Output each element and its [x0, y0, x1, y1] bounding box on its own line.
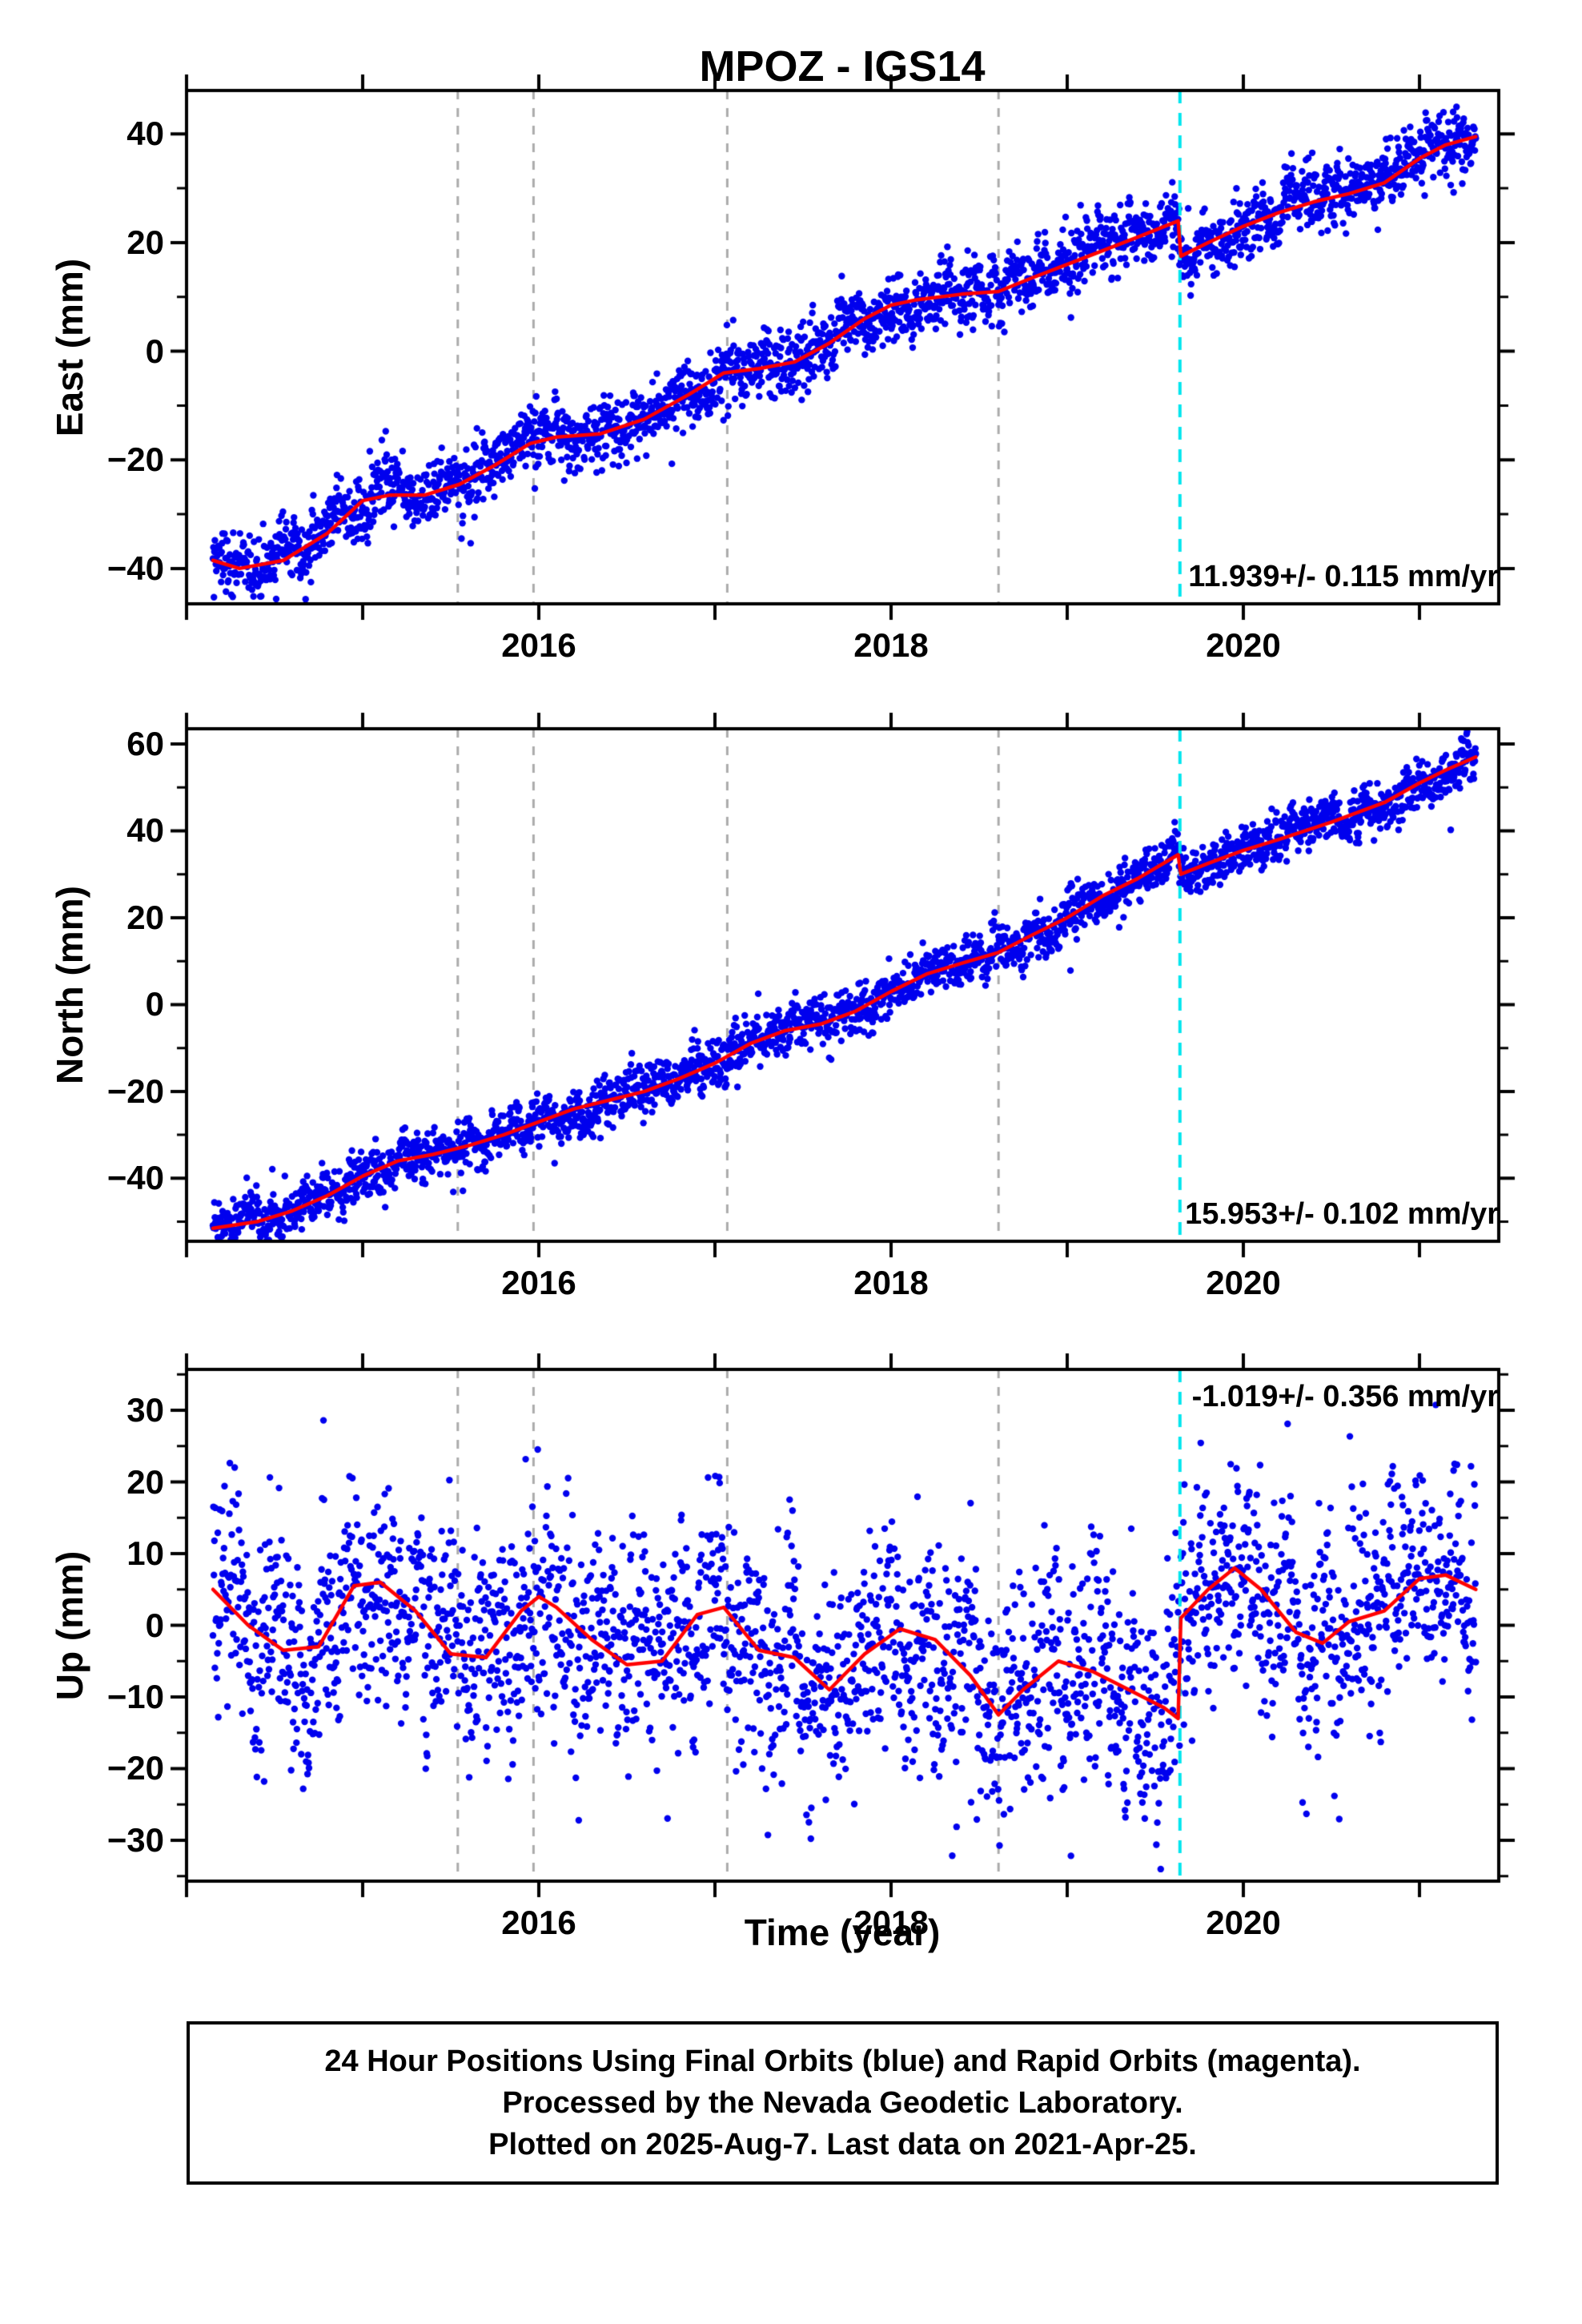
footer-box: 24 Hour Positions Using Final Orbits (bl…	[187, 2021, 1499, 2185]
ytick-up-20: 20	[126, 1463, 164, 1501]
time-axis-label: Time (year)	[744, 1912, 941, 1953]
ytick-up-10: 10	[126, 1534, 164, 1572]
chart-title: MPOZ - IGS14	[699, 42, 986, 90]
east-rate-annotation: 11.939+/- 0.115 mm/yr	[1188, 560, 1499, 593]
ytick-north-60: 60	[126, 725, 164, 762]
ytick-up-0: 0	[145, 1606, 164, 1644]
ytick-east-40: 40	[126, 115, 164, 152]
footer-line-plotted: Plotted on 2025-Aug-7. Last data on 2021…	[488, 2128, 1197, 2161]
ytick-east--40: −40	[106, 549, 164, 587]
ytick-up--20: −20	[106, 1749, 164, 1787]
north-rate-annotation: 15.953+/- 0.102 mm/yr	[1185, 1197, 1499, 1231]
ytick-north--40: −40	[106, 1159, 164, 1196]
xtick-up-2020: 2020	[1206, 1904, 1281, 1941]
up-rate-annotation: -1.019+/- 0.356 mm/yr	[1191, 1380, 1499, 1413]
xtick-up-2016: 2016	[501, 1904, 576, 1941]
footer-line-processed: Processed by the Nevada Geodetic Laborat…	[502, 2086, 1183, 2120]
ytick-up-30: 30	[126, 1391, 164, 1429]
ytick-east-20: 20	[126, 223, 164, 261]
ytick-north-20: 20	[126, 899, 164, 936]
ytick-up--30: −30	[106, 1821, 164, 1859]
xtick-east-2018: 2018	[853, 626, 929, 664]
xtick-north-2016: 2016	[501, 1264, 576, 1301]
xtick-east-2016: 2016	[501, 626, 576, 664]
xtick-north-2018: 2018	[853, 1264, 929, 1301]
ytick-north-0: 0	[145, 985, 164, 1023]
ytick-east-0: 0	[145, 332, 164, 370]
ytick-north--20: −20	[106, 1072, 164, 1110]
xtick-north-2020: 2020	[1206, 1264, 1281, 1301]
ytick-east--20: −20	[106, 440, 164, 478]
ytick-up--10: −10	[106, 1678, 164, 1715]
xtick-east-2020: 2020	[1206, 626, 1281, 664]
footer-line-orbits: 24 Hour Positions Using Final Orbits (bl…	[324, 2045, 1361, 2078]
ytick-north-40: 40	[126, 811, 164, 849]
xtick-up-2018: 2018	[853, 1904, 929, 1941]
